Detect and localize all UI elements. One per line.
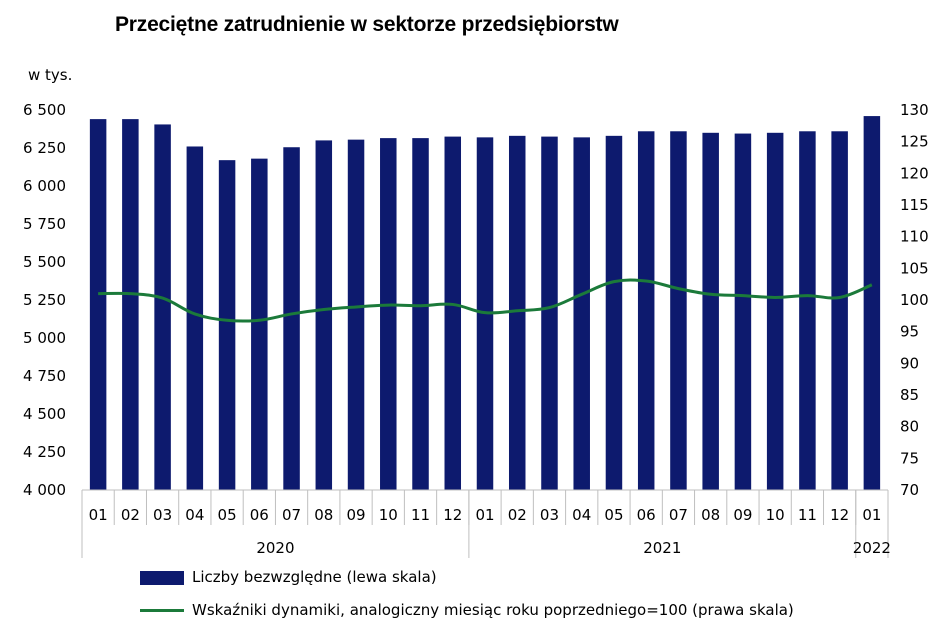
bar [734,133,752,490]
right-axis-tick-label: 105 [900,259,929,277]
x-axis-month-label: 11 [411,506,430,524]
legend-swatch-line [140,609,184,612]
left-axis-tick-label: 4 750 [23,367,66,385]
left-axis-tick-label: 5 000 [23,329,66,347]
right-axis-tick-label: 110 [900,228,929,246]
right-axis-tick-label: 100 [900,291,929,309]
left-axis-tick-label: 4 000 [23,481,66,499]
left-axis-tick-label: 6 000 [23,177,66,195]
bar [315,140,333,490]
x-axis-month-label: 05 [604,506,623,524]
left-axis-tick-label: 5 250 [23,291,66,309]
right-axis-tick-label: 125 [900,133,929,151]
bar [637,131,655,490]
bar [218,160,236,490]
bar [766,132,784,491]
right-axis-tick-label: 95 [900,323,919,341]
left-axis-tick-label: 4 250 [23,443,66,461]
x-axis-month-label: 01 [475,506,494,524]
x-axis-month-label: 09 [346,506,365,524]
x-axis-month-label: 08 [314,506,333,524]
left-axis-tick-label: 4 500 [23,405,66,423]
x-axis-year-label: 2020 [256,539,294,557]
x-axis-month-label: 06 [637,506,656,524]
x-axis-month-label: 10 [766,506,785,524]
x-axis-month-label: 03 [540,506,559,524]
left-axis-tick-label: 5 500 [23,253,66,271]
bar [186,146,204,491]
right-axis-tick-label: 115 [900,196,929,214]
x-axis-month-label: 12 [443,506,462,524]
x-axis-month-label: 08 [701,506,720,524]
bar [380,138,397,490]
dynamics-line [98,278,873,323]
x-axis-month-label: 10 [379,506,398,524]
left-axis-tick-label: 6 500 [23,101,66,119]
bar [508,135,526,490]
x-axis-month-label: 12 [830,506,849,524]
bar [412,138,429,490]
legend-item-bars: Liczby bezwzględne (lewa skala) [140,568,437,586]
legend-label-bars: Liczby bezwzględne (lewa skala) [192,568,437,586]
legend-label-line: Wskaźniki dynamiki, analogiczny miesiąc … [192,601,794,619]
x-axis-year-label: 2021 [643,539,681,557]
x-axis-month-label: 11 [798,506,817,524]
chart: 4 000 4 250 4 500 4 750 5 000 5 250 5 500 5 750… [23,101,929,558]
bar [605,135,623,490]
right-axis-tick-label: 85 [900,386,919,404]
bar [863,116,881,490]
right-axis-tick-label: 120 [900,164,929,182]
chart-title: Przeciętne zatrudnienie w sektorze przed… [115,13,619,36]
left-axis-tick-label: 5 750 [23,215,66,233]
x-axis-month-label: 06 [250,506,269,524]
right-axis-tick-label: 70 [900,481,919,499]
left-axis-unit-label: w tys. [28,66,73,84]
x-axis-month-label: 02 [121,506,140,524]
legend-item-line: Wskaźniki dynamiki, analogiczny miesiąc … [140,601,794,619]
x-axis-month-label: 02 [508,506,527,524]
x-axis-month-label: 01 [862,506,881,524]
right-axis-tick-label: 130 [900,101,929,119]
right-axis-tick-label: 80 [900,418,919,436]
x-axis-month-label: 04 [185,506,204,524]
bar [831,131,848,490]
bar [154,124,171,490]
x-axis-month-label: 07 [669,506,688,524]
bar [122,119,139,491]
bar [347,139,365,490]
bar [283,147,300,491]
x-axis-month-label: 09 [733,506,752,524]
left-axis-tick-label: 6 250 [23,139,66,157]
bar [444,136,462,490]
bar [251,158,268,490]
legend-swatch-bars [140,570,184,585]
bar [670,131,687,490]
bar [573,137,590,491]
x-axis-month-label: 05 [218,506,237,524]
right-axis-tick-label: 75 [900,449,919,467]
bar [541,136,558,490]
x-axis-month-label: 07 [282,506,301,524]
bar [89,119,107,491]
bar [799,131,816,490]
x-axis-month-label: 03 [153,506,172,524]
bar [702,132,719,491]
x-axis-month-label: 04 [572,506,591,524]
x-axis-year-label: 2022 [853,539,891,557]
x-axis-month-label: 01 [89,506,108,524]
right-axis-tick-label: 90 [900,354,919,372]
